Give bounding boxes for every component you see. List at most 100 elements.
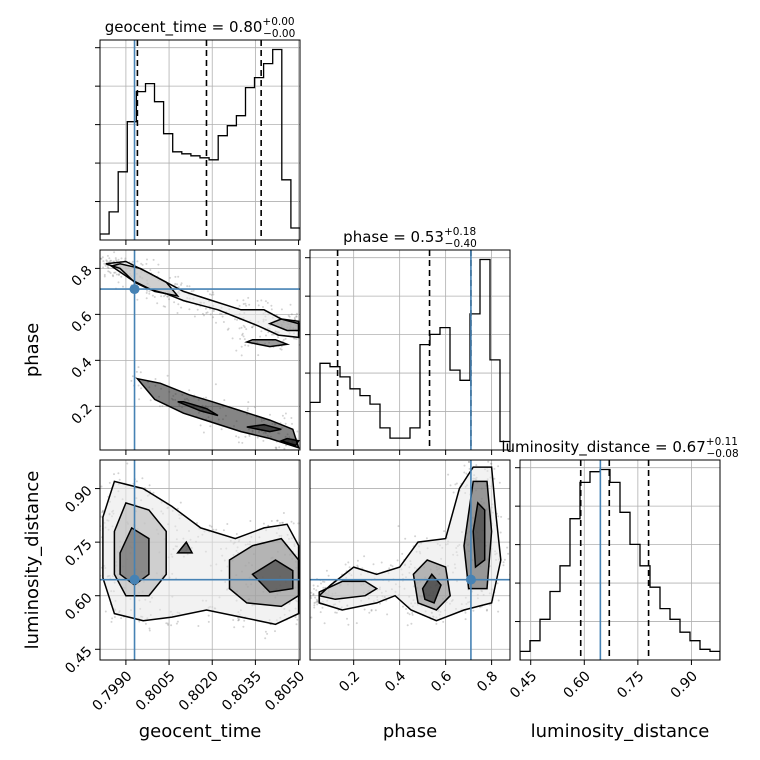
scatter-point xyxy=(443,530,446,533)
scatter-point xyxy=(212,316,215,319)
scatter-point xyxy=(114,257,117,260)
scatter-point xyxy=(243,619,246,622)
scatter-point xyxy=(199,424,202,427)
scatter-point xyxy=(212,310,215,312)
x-tick-label: 0.75 xyxy=(614,668,647,701)
scatter-point xyxy=(246,409,249,412)
scatter-point xyxy=(237,436,240,439)
scatter-point xyxy=(386,613,389,616)
scatter-point xyxy=(266,632,269,635)
scatter-point xyxy=(220,313,223,315)
scatter-point xyxy=(397,525,400,528)
scatter-point xyxy=(166,295,169,298)
density-contour xyxy=(228,537,300,608)
scatter-point xyxy=(493,477,496,480)
scatter-point xyxy=(307,335,309,337)
scatter-point xyxy=(284,412,287,415)
scatter-point xyxy=(102,260,105,263)
panel-frame xyxy=(99,249,301,451)
scatter-point xyxy=(379,602,381,605)
scatter-point xyxy=(276,519,279,522)
joint-plot-area xyxy=(100,250,309,463)
scatter-point xyxy=(122,285,124,288)
scatter-point xyxy=(257,304,260,307)
scatter-point xyxy=(180,283,182,286)
x-axis-label-luminosity_distance: luminosity_distance xyxy=(531,721,710,742)
scatter-point xyxy=(299,458,301,460)
scatter-point xyxy=(274,461,276,463)
scatter-point xyxy=(175,622,178,625)
scatter-point xyxy=(356,559,359,562)
scatter-point xyxy=(321,606,324,609)
scatter-point xyxy=(291,451,293,453)
scatter-point xyxy=(140,262,143,265)
scatter-point xyxy=(112,275,115,278)
density-contour xyxy=(113,501,167,597)
scatter-point xyxy=(101,256,104,259)
scatter-point xyxy=(209,313,212,316)
scatter-point xyxy=(93,522,95,524)
scatter-point xyxy=(490,462,493,465)
scatter-point xyxy=(296,618,299,621)
scatter-point xyxy=(260,299,263,302)
scatter-point xyxy=(404,537,407,540)
scatter-point xyxy=(94,525,96,527)
scatter-point xyxy=(302,600,304,602)
x-tick-label: 0.8035 xyxy=(219,668,265,714)
scatter-point xyxy=(295,623,298,626)
scatter-point xyxy=(131,260,134,263)
scatter-point xyxy=(108,481,111,484)
x-tick-label: 0.8050 xyxy=(262,668,308,714)
scatter-point xyxy=(139,371,142,374)
scatter-point xyxy=(323,622,326,625)
scatter-point xyxy=(507,552,510,555)
scatter-point xyxy=(148,627,151,630)
scatter-point xyxy=(305,597,307,599)
y-tick-label: 0.6 xyxy=(69,309,96,336)
scatter-point xyxy=(103,273,106,276)
scatter-point xyxy=(222,529,225,532)
scatter-point xyxy=(292,337,295,340)
scatter-point xyxy=(313,604,316,607)
scatter-point xyxy=(303,323,305,325)
density-contour xyxy=(412,559,452,611)
scatter-point xyxy=(306,601,308,603)
scatter-point xyxy=(176,620,179,623)
scatter-point xyxy=(293,318,296,321)
scatter-point xyxy=(271,333,273,336)
scatter-point xyxy=(102,266,105,269)
scatter-point xyxy=(266,301,269,304)
scatter-point xyxy=(136,260,139,263)
scatter-point xyxy=(243,338,246,341)
scatter-point xyxy=(248,303,251,306)
scatter-point xyxy=(106,266,109,269)
x-axis-label-phase: phase xyxy=(383,721,437,742)
x-tick-label: 0.2 xyxy=(336,668,363,695)
scatter-point xyxy=(468,467,471,470)
scatter-point xyxy=(169,276,172,279)
scatter-point xyxy=(323,580,326,583)
scatter-point xyxy=(321,580,324,583)
scatter-point xyxy=(159,405,161,408)
scatter-point xyxy=(284,337,287,340)
scatter-point xyxy=(174,275,177,278)
scatter-point xyxy=(411,613,414,616)
scatter-point xyxy=(124,257,127,260)
scatter-point xyxy=(334,611,337,614)
scatter-point xyxy=(304,597,306,599)
scatter-point xyxy=(238,304,241,307)
scatter-point xyxy=(296,430,299,433)
scatter-point xyxy=(319,611,322,614)
scatter-point xyxy=(267,331,270,334)
scatter-point xyxy=(301,613,303,615)
density-fill xyxy=(137,378,299,448)
scatter-point xyxy=(135,480,138,483)
density-contour xyxy=(244,338,291,348)
density-contour xyxy=(318,580,379,601)
scatter-point xyxy=(201,312,204,315)
y-tick-label: 0.75 xyxy=(62,536,95,569)
scatter-point xyxy=(490,462,493,465)
scatter-point xyxy=(259,335,262,338)
scatter-point xyxy=(223,399,226,402)
scatter-point xyxy=(262,522,265,525)
